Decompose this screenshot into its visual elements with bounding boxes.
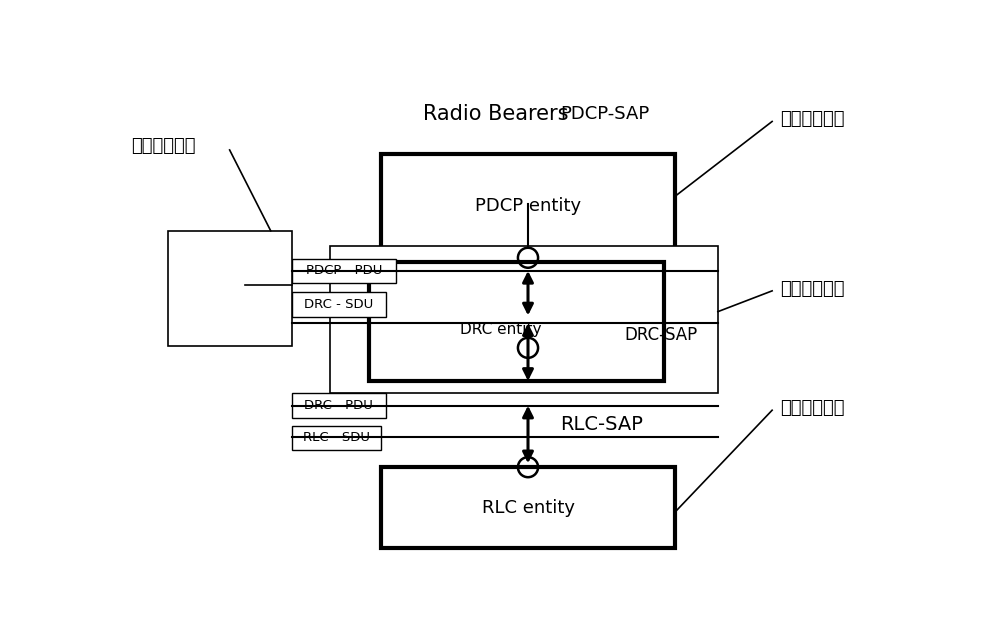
Text: 第四网络设备: 第四网络设备 (131, 137, 196, 155)
Text: Radio Bearers: Radio Bearers (423, 104, 569, 124)
Text: 第一网络设备: 第一网络设备 (780, 110, 844, 128)
Text: 第二网络设备: 第二网络设备 (780, 399, 844, 417)
Text: DRC - SDU: DRC - SDU (304, 298, 374, 311)
Bar (168, 231, 292, 346)
Text: 第三网络设备: 第三网络设备 (780, 280, 844, 298)
Text: PDCP-SAP: PDCP-SAP (561, 105, 650, 123)
Text: RLC - SDU: RLC - SDU (303, 431, 370, 444)
Text: RLC-SAP: RLC-SAP (561, 415, 643, 435)
Bar (292, 426, 381, 451)
Bar (330, 246, 718, 392)
Text: RLC entity: RLC entity (482, 499, 574, 517)
Bar (292, 292, 386, 317)
Text: DRC-SAP: DRC-SAP (625, 326, 698, 344)
Bar (292, 259, 396, 283)
Bar (381, 467, 675, 548)
Bar (369, 262, 664, 381)
Text: PDCP entity: PDCP entity (475, 197, 581, 215)
Text: DRC - PDU: DRC - PDU (304, 399, 373, 412)
Text: DRC entity: DRC entity (460, 322, 542, 337)
Bar (292, 393, 386, 418)
Text: PDCP - PDU: PDCP - PDU (306, 264, 382, 277)
Bar (381, 154, 675, 258)
